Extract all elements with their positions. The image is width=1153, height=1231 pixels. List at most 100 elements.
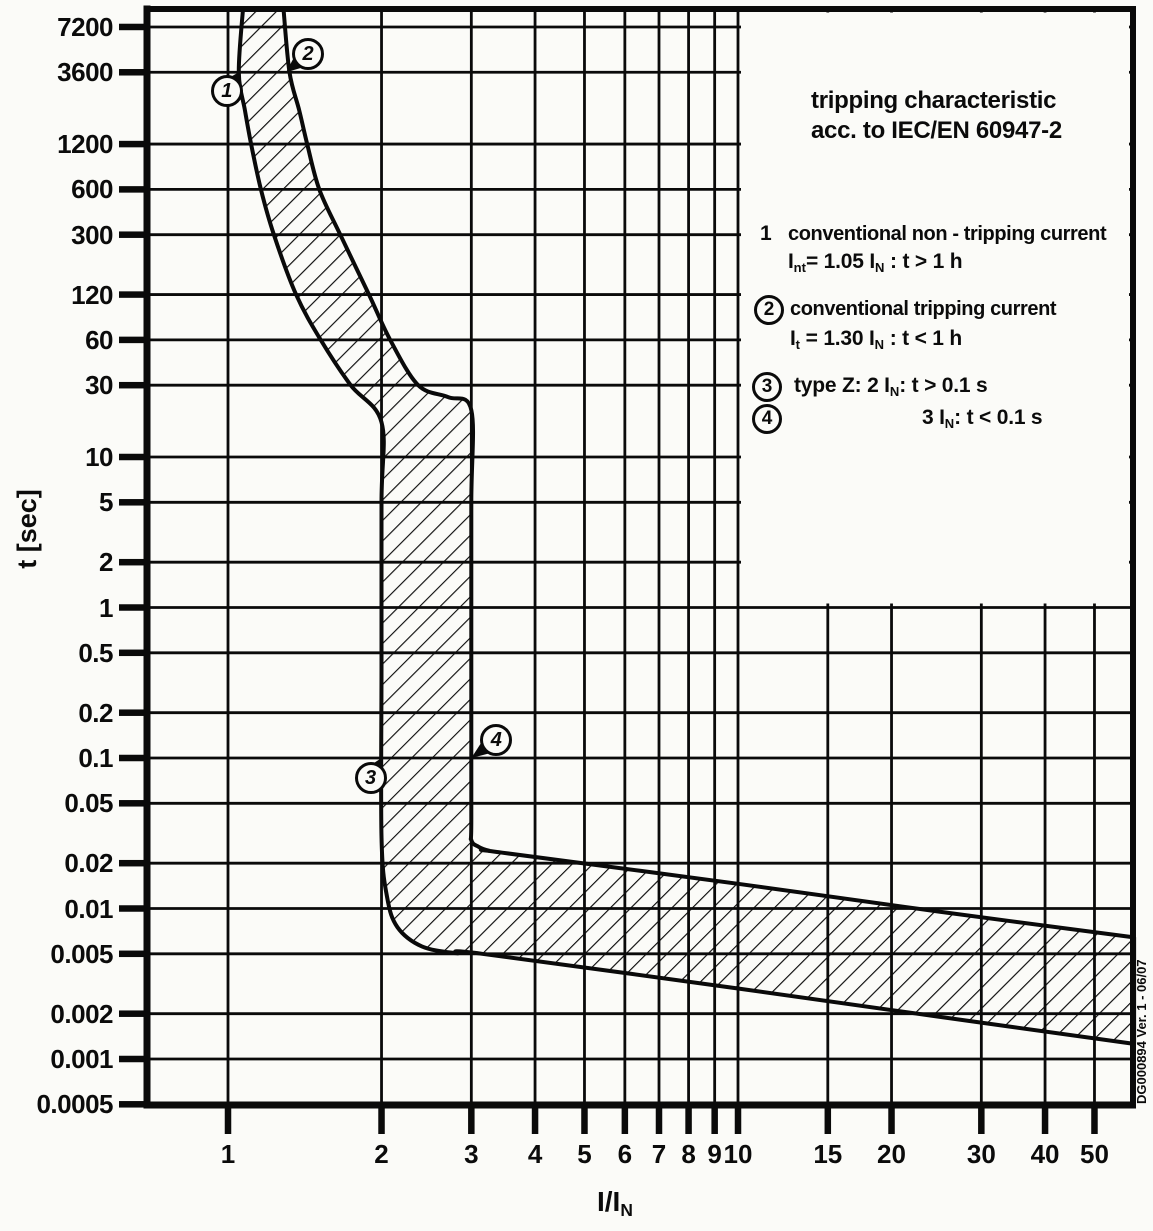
y-tick-label: 300: [71, 219, 113, 250]
y-axis-tick: [119, 649, 147, 657]
legend-item-1-text: conventional non - tripping current: [788, 223, 1107, 245]
subscript: nt: [793, 259, 806, 275]
x-axis-tick: [378, 1105, 385, 1134]
y-axis-tick: [119, 291, 147, 298]
legend-item-2-text: conventional tripping current: [790, 298, 1057, 320]
subscript: N: [889, 383, 900, 399]
x-axis-tick: [711, 1105, 718, 1134]
y-axis-tick: [119, 604, 147, 611]
y-tick-label: 5: [99, 487, 113, 518]
legend-item-1-number: 1: [760, 222, 772, 245]
x-tick-label: 20: [877, 1139, 906, 1169]
y-axis-tick: [119, 1101, 147, 1108]
subscript: N: [620, 1200, 633, 1221]
x-axis-line: [143, 1101, 1136, 1109]
x-tick-label: 30: [966, 1139, 996, 1169]
y-tick-label: 0.05: [64, 788, 113, 819]
x-tick-label: 2: [374, 1139, 389, 1169]
y-tick-label: 1200: [57, 129, 113, 160]
y-tick-label: 0.5: [78, 637, 113, 668]
y-axis-tick: [119, 800, 147, 807]
y-axis-tick: [119, 140, 147, 148]
x-axis-tick: [531, 1105, 539, 1134]
y-tick-label: 7200: [57, 11, 113, 42]
x-tick-label: 6: [617, 1139, 633, 1169]
x-axis-tick: [685, 1105, 692, 1134]
legend-title-line2: acc. to IEC/EN 60947-2: [811, 117, 1062, 144]
x-axis-tick: [224, 1105, 232, 1134]
y-axis-tick: [119, 23, 147, 31]
legend-title-line1: tripping characteristic: [811, 87, 1057, 114]
y-axis-tick: [119, 186, 147, 193]
legend-item-1-formula: Int= 1.05 IN : t > 1 h: [788, 250, 963, 275]
y-axis-tick: [119, 905, 147, 912]
legend-item-2-number: 2: [754, 295, 784, 325]
x-tick-label: 1: [220, 1139, 236, 1169]
y-axis-tick: [119, 950, 147, 958]
x-axis-tick: [734, 1105, 742, 1134]
y-axis-line: [143, 5, 151, 1109]
y-axis-tick: [119, 709, 147, 716]
plot-border-top: [143, 6, 1136, 12]
y-tick-label: 3600: [57, 57, 113, 88]
subscript: N: [874, 259, 885, 275]
x-tick-label: 40: [1030, 1139, 1060, 1169]
y-tick-label: 0.01: [64, 893, 113, 924]
x-tick-label: 3: [464, 1139, 479, 1169]
y-tick-label: 600: [71, 174, 113, 205]
x-tick-label: 5: [577, 1139, 592, 1169]
x-axis-title: I/IN: [597, 1186, 633, 1221]
x-axis-tick: [1041, 1105, 1049, 1134]
y-axis-tick: [119, 1055, 147, 1063]
axis-ticks: [119, 23, 1098, 1134]
subscript: t: [795, 336, 800, 352]
y-tick-label: 60: [85, 324, 113, 355]
x-axis-tick: [888, 1105, 895, 1134]
y-axis-tick: [119, 1010, 147, 1017]
document-reference: DG000894 Ver. 1 - 06/07: [1134, 959, 1149, 1104]
x-tick-label: 7: [651, 1139, 667, 1169]
curve-marker-1: 1: [210, 75, 243, 108]
x-tick-label: 8: [681, 1139, 696, 1169]
x-tick-label: 10: [723, 1139, 753, 1169]
y-axis-tick: [119, 453, 147, 461]
legend-item-3-number: 3: [752, 372, 782, 402]
x-axis-tick: [621, 1105, 629, 1134]
y-tick-label: 0.2: [78, 697, 113, 728]
x-axis-tick: [655, 1105, 663, 1134]
y-tick-label: 0.001: [50, 1044, 113, 1074]
curve-marker-2: 2: [292, 38, 325, 71]
x-axis-tick: [581, 1105, 588, 1134]
y-axis-tick: [119, 231, 147, 238]
y-tick-label: 30: [85, 370, 113, 401]
y-axis-tick: [119, 69, 147, 76]
legend-item-4-text: 3 IN: t < 0.1 s: [922, 406, 1043, 431]
y-axis-tick: [119, 381, 147, 389]
legend-item-2-formula: It = 1.30 IN : t < 1 h: [790, 327, 963, 352]
y-tick-label: 2: [99, 547, 113, 578]
y-tick-label: 1: [99, 592, 113, 623]
y-axis-tick: [119, 499, 147, 506]
legend-item-3-text: type Z: 2 IN: t > 0.1 s: [794, 374, 988, 399]
plot-borders: [143, 5, 1136, 1109]
y-axis-tick: [119, 754, 147, 762]
y-axis-tick: [119, 859, 147, 867]
plot-border-right: [1130, 6, 1136, 1109]
y-tick-label: 0.0005: [36, 1089, 113, 1120]
y-axis-tick: [119, 336, 147, 344]
x-axis-tick: [468, 1105, 475, 1134]
subscript: N: [874, 336, 885, 352]
curve-marker-3: 3: [354, 762, 387, 794]
legend-item-4-number: 4: [752, 404, 782, 434]
y-tick-label: 0.005: [50, 938, 113, 969]
x-axis-tick: [824, 1105, 832, 1134]
legend-title: tripping characteristic acc. to IEC/EN 6…: [811, 86, 1062, 146]
x-tick-label: 4: [527, 1139, 543, 1169]
subscript: N: [944, 415, 955, 431]
y-axis-title: t [sec]: [12, 489, 42, 569]
y-tick-label: 10: [85, 442, 113, 472]
y-tick-label: 0.02: [64, 848, 113, 879]
y-axis-tick: [119, 558, 147, 566]
x-axis-tick: [1091, 1105, 1098, 1134]
